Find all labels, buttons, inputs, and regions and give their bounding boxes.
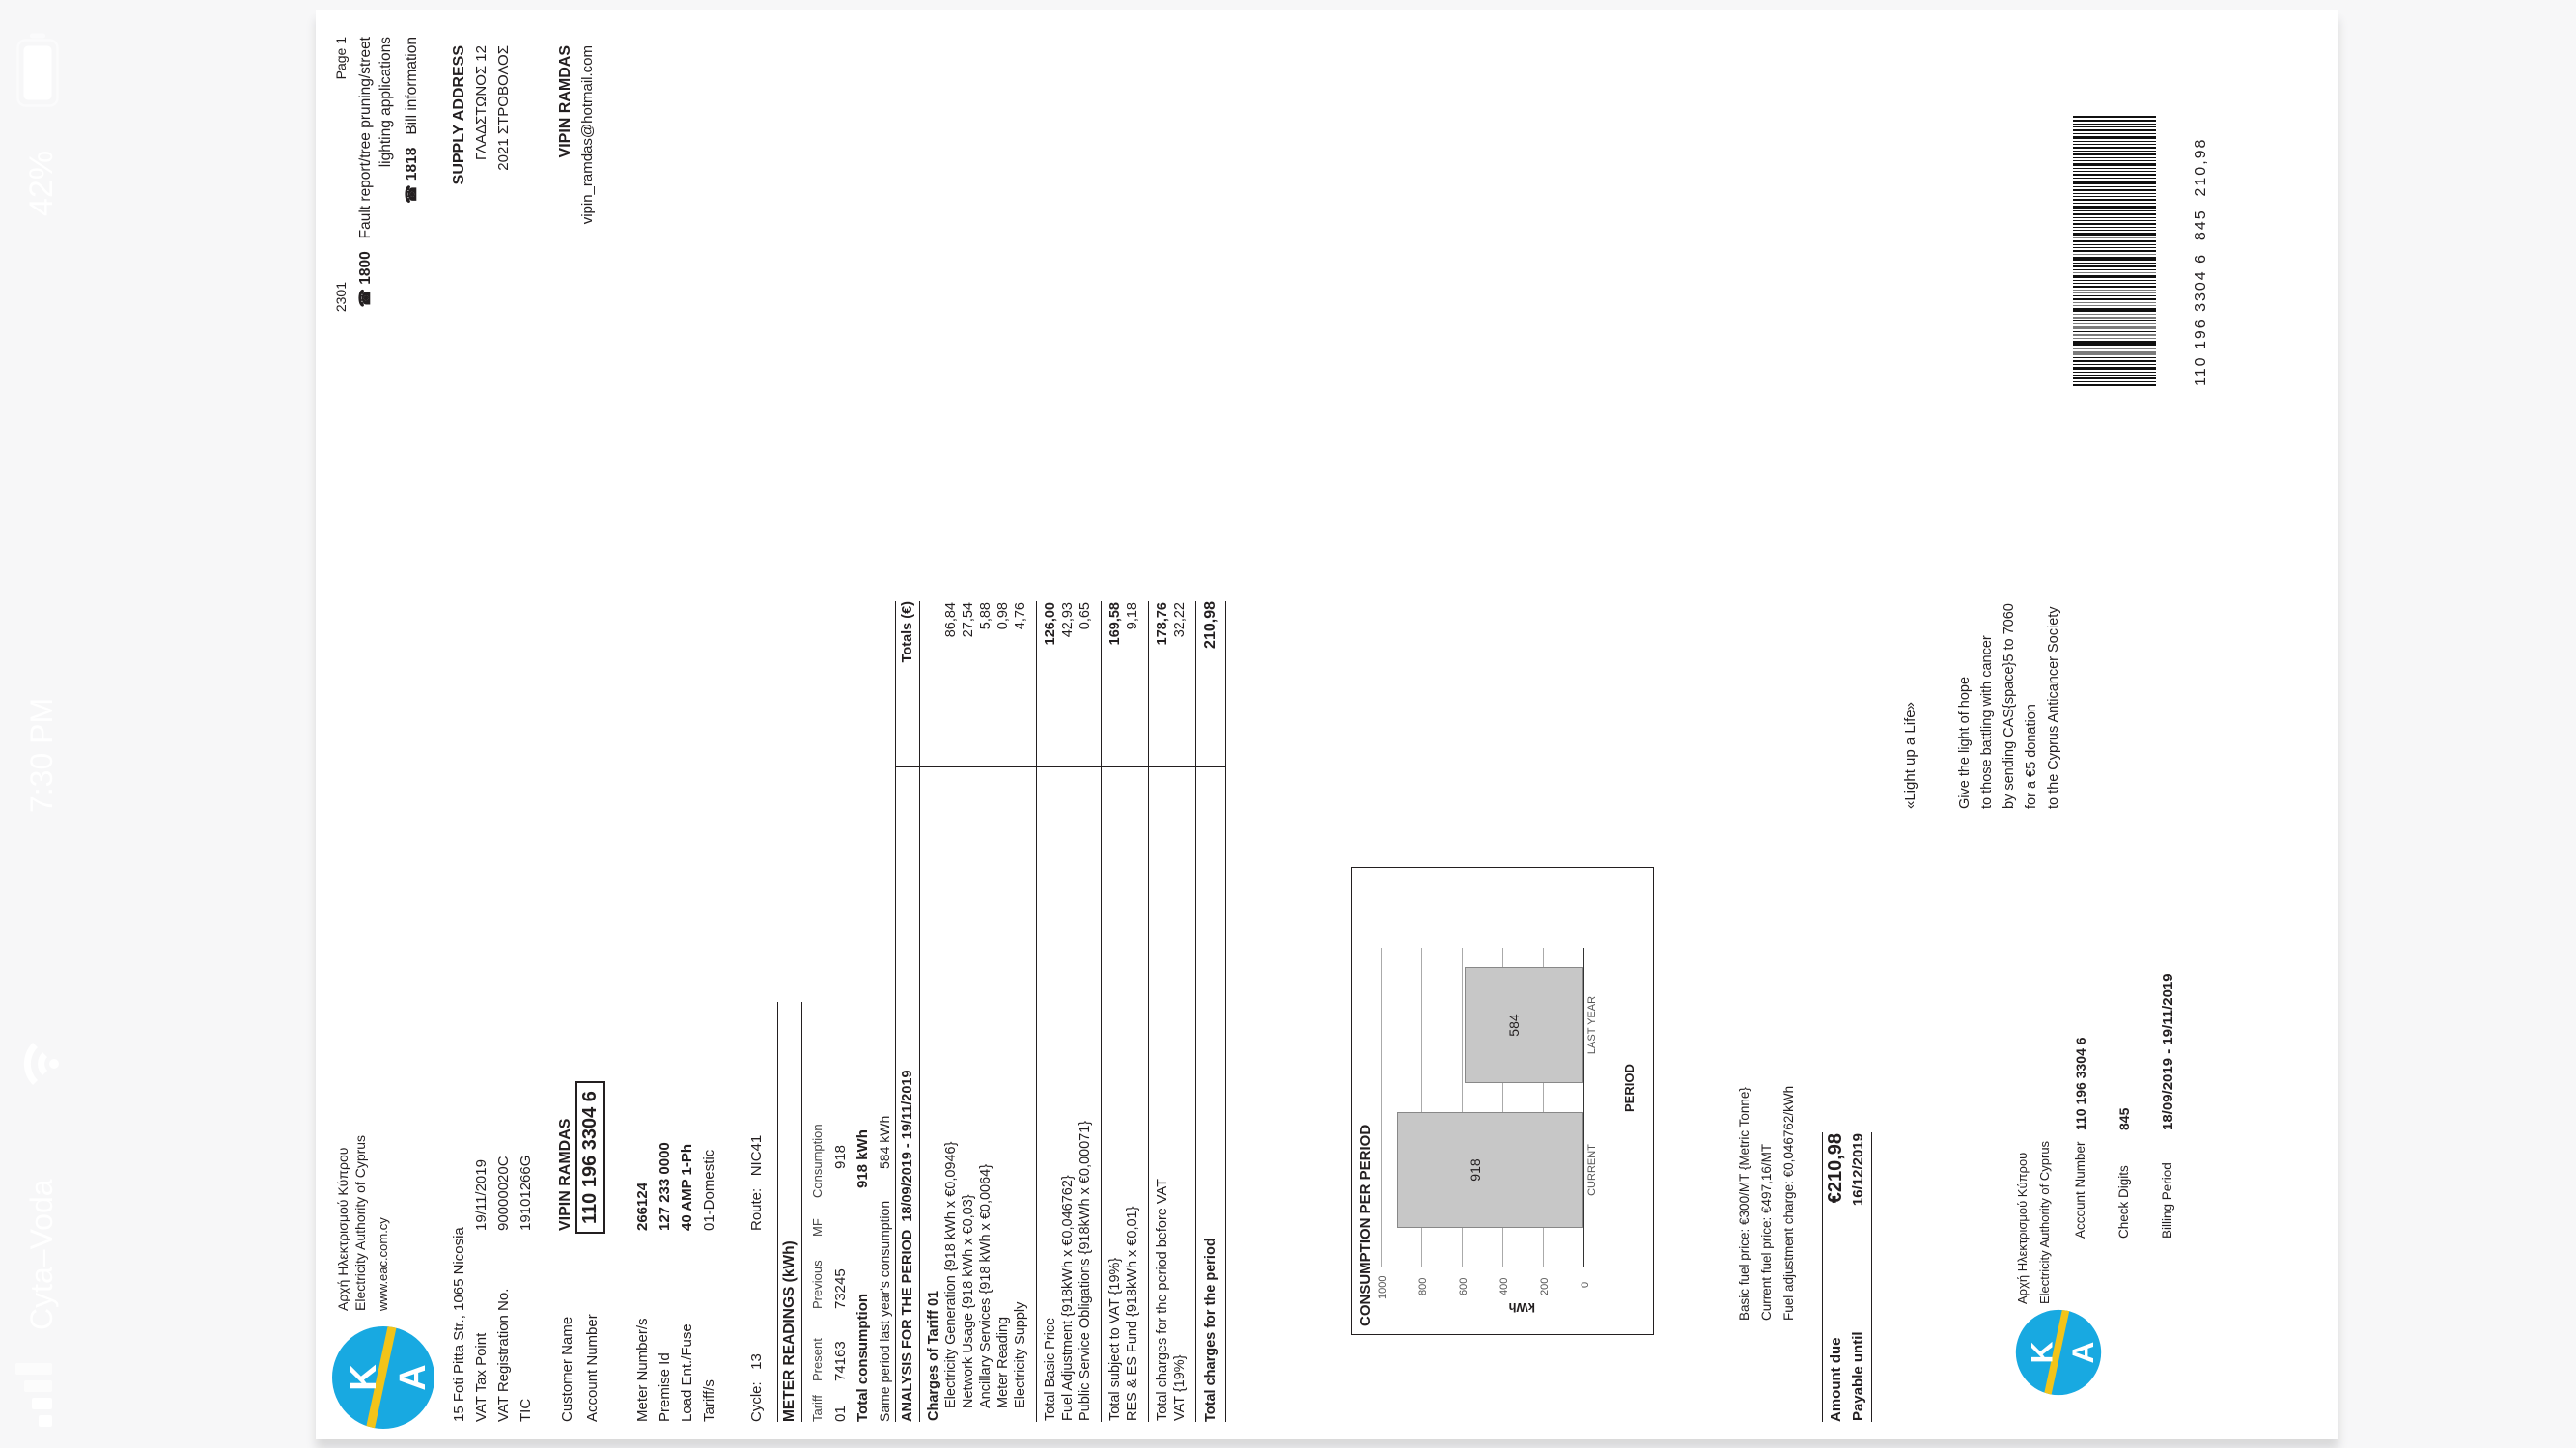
svg-text:A: A xyxy=(2065,1341,2100,1363)
svg-text:K: K xyxy=(344,1364,384,1391)
svg-text:A: A xyxy=(393,1364,434,1390)
svg-text:K: K xyxy=(2024,1341,2058,1363)
